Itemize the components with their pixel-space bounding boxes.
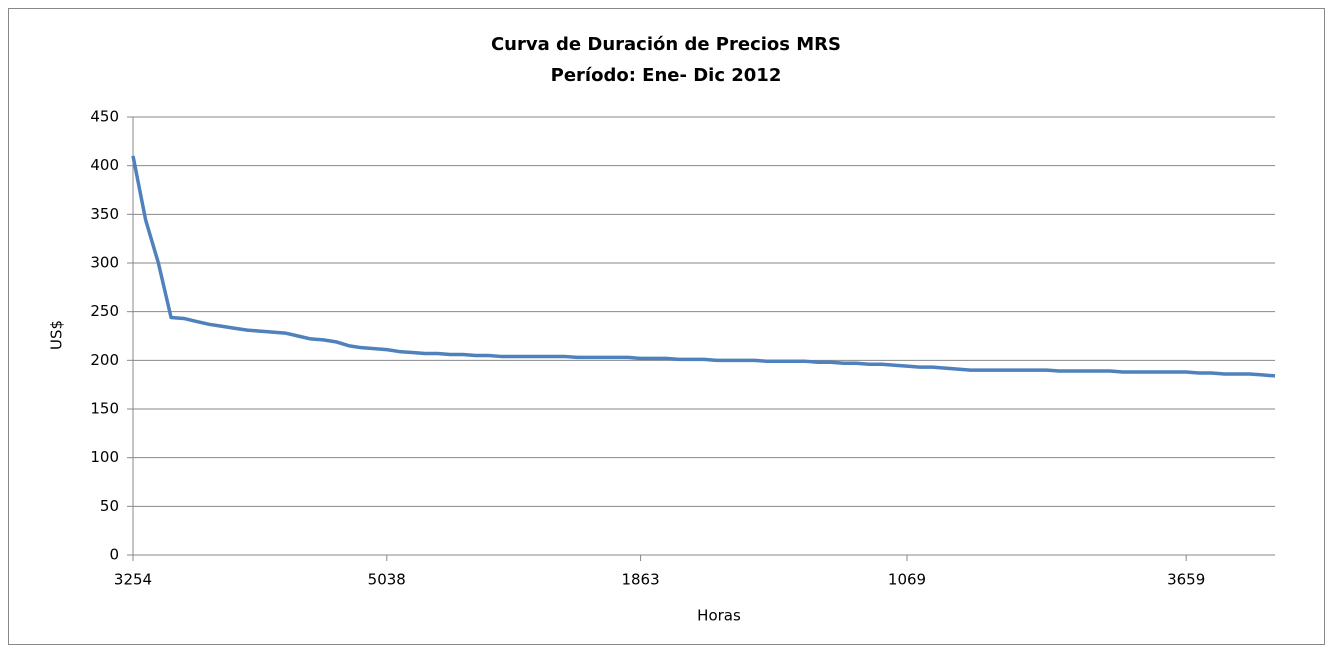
data-line [131, 155, 1276, 378]
x-tick-label: 3254 [114, 571, 152, 589]
y-tick-label: 100 [90, 448, 119, 466]
y-tick-label: 250 [90, 302, 119, 320]
y-tick-label: 300 [90, 254, 119, 272]
x-tick-label: 5038 [368, 571, 406, 589]
y-tick-label: 400 [90, 156, 119, 174]
x-tick-label: 1069 [888, 571, 926, 589]
x-axis-label: Horas [697, 607, 741, 625]
chart-subtitle: Período: Ene- Dic 2012 [551, 65, 782, 86]
chart-title: Curva de Duración de Precios MRS [491, 34, 841, 55]
y-tick-label: 350 [90, 205, 119, 223]
y-tick-label: 200 [90, 351, 119, 369]
chart-border [8, 8, 1325, 645]
y-tick-label: 0 [109, 546, 119, 564]
y-axis-label: US$ [48, 320, 66, 350]
x-tick-label: 3659 [1167, 571, 1205, 589]
y-tick-label: 150 [90, 400, 119, 418]
x-tick-label: 1863 [621, 571, 659, 589]
y-tick-label: 50 [100, 497, 119, 515]
y-tick-label: 450 [90, 108, 119, 126]
